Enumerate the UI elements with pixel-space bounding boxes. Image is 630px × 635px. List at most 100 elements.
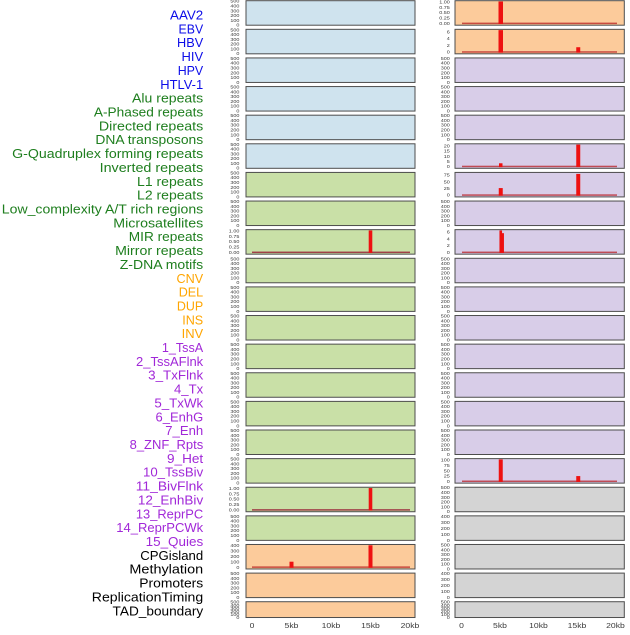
svg-text:500: 500 — [441, 428, 451, 433]
svg-text:EBV: EBV — [179, 22, 204, 36]
svg-text:500: 500 — [230, 85, 240, 90]
svg-text:400: 400 — [441, 89, 451, 94]
svg-text:AAV2: AAV2 — [170, 9, 203, 23]
svg-text:300: 300 — [230, 94, 240, 99]
svg-text:0: 0 — [447, 108, 450, 113]
svg-text:500: 500 — [441, 314, 451, 319]
svg-text:25: 25 — [444, 186, 451, 191]
svg-text:300: 300 — [230, 8, 240, 13]
svg-text:300: 300 — [230, 123, 240, 128]
svg-text:100: 100 — [441, 532, 451, 537]
svg-text:100: 100 — [230, 161, 240, 166]
svg-text:500: 500 — [441, 199, 451, 204]
svg-text:100: 100 — [441, 612, 451, 617]
svg-text:300: 300 — [441, 495, 451, 500]
svg-text:200: 200 — [230, 328, 240, 333]
svg-text:400: 400 — [441, 514, 451, 519]
svg-text:0: 0 — [236, 280, 239, 285]
svg-text:500: 500 — [230, 199, 240, 204]
svg-text:0.75: 0.75 — [439, 5, 450, 10]
svg-text:75: 75 — [444, 463, 451, 468]
svg-text:G-Quadruplex forming repeats: G-Quadruplex forming repeats — [12, 147, 203, 161]
svg-text:300: 300 — [441, 266, 451, 271]
svg-text:100: 100 — [230, 218, 240, 223]
svg-text:400: 400 — [441, 261, 451, 266]
svg-text:0: 0 — [447, 309, 450, 314]
svg-text:100: 100 — [230, 559, 240, 564]
svg-text:400: 400 — [230, 175, 240, 180]
svg-text:0.50: 0.50 — [229, 239, 240, 244]
svg-text:200: 200 — [230, 128, 240, 133]
svg-text:400: 400 — [441, 290, 451, 295]
svg-text:200: 200 — [441, 99, 451, 104]
svg-text:500: 500 — [230, 342, 240, 347]
svg-text:500: 500 — [230, 371, 240, 376]
svg-text:500: 500 — [441, 56, 451, 61]
svg-text:200: 200 — [441, 609, 451, 614]
svg-text:0: 0 — [236, 395, 239, 400]
svg-text:1_TssA: 1_TssA — [162, 341, 204, 355]
svg-text:0.25: 0.25 — [229, 245, 240, 250]
svg-text:500: 500 — [230, 142, 240, 147]
svg-text:0: 0 — [236, 615, 239, 620]
svg-text:75: 75 — [444, 173, 451, 178]
svg-text:TAD_boundary: TAD_boundary — [113, 604, 204, 618]
svg-text:0: 0 — [447, 280, 450, 285]
svg-text:1.00: 1.00 — [229, 228, 240, 233]
svg-text:100: 100 — [441, 419, 451, 424]
svg-text:400: 400 — [230, 603, 240, 608]
svg-text:CNV: CNV — [177, 272, 204, 286]
svg-text:300: 300 — [230, 523, 240, 528]
svg-text:300: 300 — [230, 294, 240, 299]
svg-text:10kb: 10kb — [529, 621, 548, 630]
svg-text:2: 2 — [447, 43, 450, 48]
svg-text:0: 0 — [236, 423, 239, 428]
svg-text:300: 300 — [441, 123, 451, 128]
svg-text:100: 100 — [230, 75, 240, 80]
svg-text:500: 500 — [230, 514, 240, 519]
svg-text:400: 400 — [230, 433, 240, 438]
svg-text:300: 300 — [230, 581, 240, 586]
svg-text:8_ZNF_Rpts: 8_ZNF_Rpts — [130, 438, 204, 452]
svg-text:0: 0 — [447, 137, 450, 142]
svg-text:100: 100 — [441, 562, 451, 567]
svg-text:0: 0 — [236, 337, 239, 342]
svg-text:300: 300 — [441, 520, 451, 525]
svg-text:4_Tx: 4_Tx — [174, 383, 204, 397]
svg-text:7_Enh: 7_Enh — [165, 424, 203, 438]
svg-text:200: 200 — [230, 528, 240, 533]
svg-text:300: 300 — [230, 380, 240, 385]
svg-text:20kb: 20kb — [606, 621, 625, 630]
svg-text:200: 200 — [441, 128, 451, 133]
svg-text:400: 400 — [230, 261, 240, 266]
svg-text:200: 200 — [441, 385, 451, 390]
svg-text:0: 0 — [447, 337, 450, 342]
svg-text:Z-DNA motifs: Z-DNA motifs — [120, 258, 203, 272]
svg-text:400: 400 — [230, 404, 240, 409]
svg-text:0: 0 — [447, 250, 450, 255]
svg-text:300: 300 — [230, 606, 240, 611]
svg-text:200: 200 — [230, 554, 240, 559]
svg-text:0: 0 — [236, 80, 239, 85]
svg-text:0: 0 — [236, 481, 239, 486]
svg-text:0.75: 0.75 — [229, 234, 240, 239]
svg-text:200: 200 — [230, 13, 240, 18]
svg-text:6_EnhG: 6_EnhG — [156, 410, 204, 424]
svg-text:INS: INS — [182, 313, 203, 327]
svg-text:15kb: 15kb — [361, 621, 380, 630]
svg-text:500: 500 — [441, 371, 451, 376]
svg-text:15: 15 — [444, 149, 451, 154]
svg-text:300: 300 — [230, 409, 240, 414]
svg-text:300: 300 — [230, 180, 240, 185]
svg-text:100: 100 — [230, 275, 240, 280]
svg-text:400: 400 — [230, 576, 240, 581]
svg-text:Inverted repeats: Inverted repeats — [100, 161, 204, 175]
svg-text:11_BivFlnk: 11_BivFlnk — [136, 480, 204, 494]
svg-text:25: 25 — [444, 474, 451, 479]
svg-text:100: 100 — [441, 589, 451, 594]
svg-text:100: 100 — [441, 447, 451, 452]
svg-text:0: 0 — [447, 366, 450, 371]
svg-text:300: 300 — [230, 549, 240, 554]
svg-text:200: 200 — [230, 42, 240, 47]
svg-text:100: 100 — [441, 390, 451, 395]
